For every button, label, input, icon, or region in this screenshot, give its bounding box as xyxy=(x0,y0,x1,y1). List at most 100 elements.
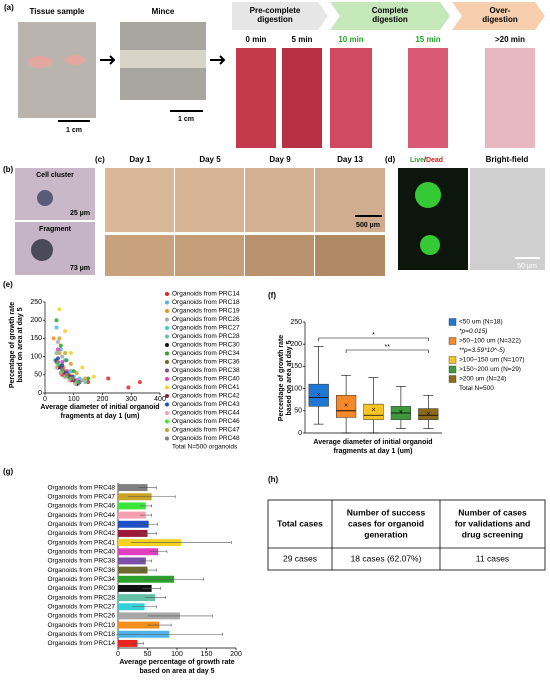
x-tick-label: 400 xyxy=(154,396,166,403)
label: Fragment xyxy=(39,226,72,233)
x-axis-label: based on area at day 5 xyxy=(139,668,214,675)
bar xyxy=(118,594,156,602)
y-tick-label: Organoids from PRC38 xyxy=(47,558,115,565)
point xyxy=(58,347,63,352)
x-axis-label: Average diameter of initial organoid xyxy=(40,404,159,411)
box xyxy=(308,383,329,407)
photos xyxy=(15,2,545,276)
point xyxy=(86,376,91,381)
point xyxy=(60,360,65,365)
stage-label: digestion xyxy=(482,15,518,24)
live-cells xyxy=(415,182,441,208)
legend-label: >100~150 um (N=107) xyxy=(459,357,525,364)
tissue xyxy=(65,55,85,65)
y-tick-label: Organoids from PRC27 xyxy=(47,603,115,610)
bar xyxy=(118,584,152,592)
day-photo xyxy=(245,168,314,232)
legend-label: Organoids from PRC14 xyxy=(172,291,240,298)
cluster xyxy=(37,190,53,206)
point xyxy=(68,369,73,374)
y-tick-label: Organoids from PRC47 xyxy=(47,493,115,500)
bar xyxy=(118,511,146,519)
bar xyxy=(118,557,146,565)
legend-label: Organoids from PRC47 xyxy=(172,427,240,434)
point xyxy=(63,350,68,355)
legend-swatch xyxy=(448,356,457,364)
y-tick-label: 0 xyxy=(38,390,42,397)
time-label: 15 min xyxy=(415,35,440,44)
y-tick-label: 250 xyxy=(30,299,42,306)
y-tick-label: Organoids from PRC36 xyxy=(47,567,115,574)
time-label: >20 min xyxy=(495,35,525,44)
table-header: cases for organoid xyxy=(348,518,424,528)
x-tick-label: 50 xyxy=(144,651,152,658)
point xyxy=(64,372,69,377)
day-photo xyxy=(105,168,174,232)
label: 500 µm xyxy=(356,222,380,229)
legend-swatch xyxy=(448,318,457,326)
point xyxy=(74,380,79,385)
y-tick-label: 150 xyxy=(30,335,42,342)
stage-banner xyxy=(232,2,328,30)
live-cells xyxy=(420,235,440,255)
point xyxy=(54,318,59,323)
bar xyxy=(118,548,159,556)
legend-swatch xyxy=(448,365,457,374)
table-header: generation xyxy=(364,529,407,539)
day-photo xyxy=(315,168,385,232)
legend-swatch xyxy=(165,394,169,398)
point xyxy=(60,367,65,372)
legend-label: Organoids from PRC46 xyxy=(172,418,240,425)
legend-label: Organoids from PRC27 xyxy=(172,325,240,332)
table-header: drug screening xyxy=(462,529,523,539)
point xyxy=(57,307,62,312)
y-axis-label: based on area at day 5 xyxy=(286,340,293,415)
zoom-photo xyxy=(105,235,174,276)
y-tick-label: Organoids from PRC40 xyxy=(47,548,115,555)
stage-banner xyxy=(452,2,545,30)
x-axis-label: fragments at day 1 (um) xyxy=(61,413,140,420)
y-tick-label: Organoids from PRC42 xyxy=(47,530,115,537)
stage-label: digestion xyxy=(372,15,408,24)
point xyxy=(83,380,88,385)
point xyxy=(57,350,62,355)
panel-label: (c) xyxy=(95,155,105,164)
y-tick-label: Organoids from PRC34 xyxy=(47,576,115,583)
bar xyxy=(118,502,146,510)
y-tick-label: Organoids from PRC30 xyxy=(47,585,115,592)
dead: Dead xyxy=(426,157,443,164)
live: Live xyxy=(410,157,424,164)
zoom-photo xyxy=(315,235,385,276)
point xyxy=(64,358,69,363)
legend-swatch xyxy=(165,419,169,424)
x-tick-label: 200 xyxy=(97,396,109,403)
point xyxy=(51,336,56,341)
ruler xyxy=(120,50,206,68)
x-axis-label: Average diameter of initial organoid xyxy=(313,439,432,446)
day-label: Day 1 xyxy=(129,155,151,164)
legend-swatch xyxy=(165,351,169,356)
legend-label: Organoids from PRC40 xyxy=(172,376,240,383)
slash: / xyxy=(424,157,426,164)
stage-label: digestion xyxy=(257,15,293,24)
point xyxy=(71,369,76,374)
stage-label: Over- xyxy=(490,6,511,15)
significance-label: ** xyxy=(384,344,390,351)
bright-field-photo xyxy=(470,168,545,270)
bar xyxy=(118,566,148,574)
y-tick-label: 200 xyxy=(290,341,302,348)
tube-photo xyxy=(236,48,276,148)
annotation: Total N=500 organoids xyxy=(172,444,238,451)
legend-swatch xyxy=(165,411,169,415)
y-tick-label: 50 xyxy=(34,372,42,379)
legend-label: Organoids from PRC34 xyxy=(172,350,240,357)
label: 50 µm xyxy=(517,263,537,270)
y-tick-label: 0 xyxy=(298,430,302,437)
point xyxy=(60,363,65,368)
panel-label: (f) xyxy=(268,291,276,300)
point xyxy=(77,380,82,385)
day-photo xyxy=(175,168,244,232)
legend-label: Organoids from PRC19 xyxy=(172,308,240,315)
mean-marker: × xyxy=(399,409,403,416)
point xyxy=(54,365,59,370)
